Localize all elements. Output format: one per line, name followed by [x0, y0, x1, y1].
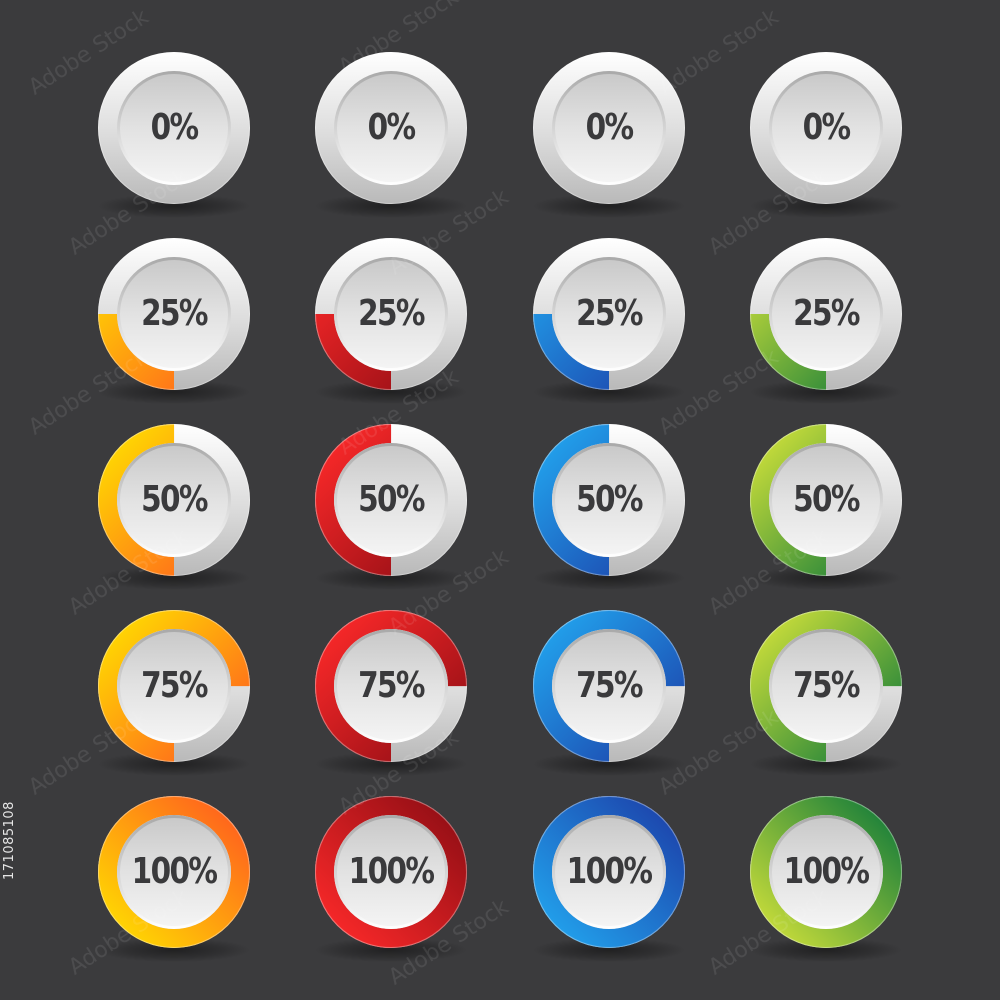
- progress-ring-red-0pct: [315, 52, 467, 204]
- button-face: [120, 818, 228, 926]
- progress-ring-orange-25pct: [98, 238, 250, 390]
- button-face: [337, 74, 445, 182]
- progress-ring-orange-0pct: [98, 52, 250, 204]
- progress-ring-green-0pct: [750, 52, 902, 204]
- percentage-label: 50%: [576, 479, 643, 520]
- progress-ring-orange-50pct: [98, 424, 250, 576]
- progress-arc: [98, 424, 250, 576]
- ring-edge: [315, 238, 467, 390]
- progress-ring-blue-100pct: [533, 796, 685, 948]
- percentage-label: 50%: [141, 479, 208, 520]
- ring-edge: [98, 424, 250, 576]
- progress-ring-blue-50pct: [533, 424, 685, 576]
- progress-ring-red-100pct: [315, 796, 467, 948]
- progress-ring-green-75pct: [750, 610, 902, 762]
- progress-ring-green-25pct: [750, 238, 902, 390]
- progress-arc: [750, 610, 902, 762]
- ring-edge: [750, 424, 902, 576]
- ring-edge: [533, 610, 685, 762]
- progress-ring-green-100pct: [750, 796, 902, 948]
- progress-arc: [750, 238, 902, 390]
- progress-arc: [533, 238, 685, 390]
- percentage-label: 100%: [348, 851, 435, 892]
- progress-arc: [315, 796, 467, 948]
- button-face: [555, 632, 663, 740]
- button-face: [555, 74, 663, 182]
- button-face: [337, 446, 445, 554]
- progress-arc: [533, 424, 685, 576]
- stock-id-text: 171085108: [2, 801, 17, 880]
- ring-edge: [533, 52, 685, 204]
- ring-edge: [315, 52, 467, 204]
- percentage-label: 25%: [358, 293, 425, 334]
- percentage-label: 25%: [141, 293, 208, 334]
- percentage-label: 75%: [141, 665, 208, 706]
- progress-ring-red-25pct: [315, 238, 467, 390]
- percentage-label: 75%: [576, 665, 643, 706]
- percentage-label: 0%: [802, 107, 851, 148]
- progress-ring-red-75pct: [315, 610, 467, 762]
- percentage-label: 0%: [585, 107, 634, 148]
- percentage-label: 75%: [793, 665, 860, 706]
- progress-arc: [315, 610, 467, 762]
- ring-edge: [533, 424, 685, 576]
- progress-arc: [750, 796, 902, 948]
- ring-edge: [533, 238, 685, 390]
- percentage-label: 25%: [793, 293, 860, 334]
- button-face: [555, 818, 663, 926]
- ring-edge: [533, 796, 685, 948]
- ring-edge: [315, 610, 467, 762]
- button-face: [555, 446, 663, 554]
- ring-edge: [315, 796, 467, 948]
- progress-arc: [533, 796, 685, 948]
- progress-arc: [533, 610, 685, 762]
- progress-ring-orange-100pct: [98, 796, 250, 948]
- ring-edge: [750, 796, 902, 948]
- button-face: [772, 446, 880, 554]
- progress-ring-green-50pct: [750, 424, 902, 576]
- progress-ring-red-50pct: [315, 424, 467, 576]
- progress-arc: [315, 424, 467, 576]
- progress-arc: [750, 424, 902, 576]
- progress-ring-orange-75pct: [98, 610, 250, 762]
- percentage-label: 100%: [131, 851, 218, 892]
- percentage-label: 25%: [576, 293, 643, 334]
- percentage-label: 100%: [566, 851, 653, 892]
- button-face: [772, 632, 880, 740]
- button-face: [772, 260, 880, 368]
- ring-edge: [98, 610, 250, 762]
- ring-edge: [98, 796, 250, 948]
- progress-arc: [98, 796, 250, 948]
- progress-arc: [98, 238, 250, 390]
- button-face: [772, 818, 880, 926]
- button-face: [120, 74, 228, 182]
- button-face: [337, 260, 445, 368]
- progress-arc: [315, 238, 467, 390]
- ring-edge: [98, 238, 250, 390]
- button-face: [337, 818, 445, 926]
- progress-ring-blue-75pct: [533, 610, 685, 762]
- percentage-label: 100%: [783, 851, 870, 892]
- percentage-label: 0%: [150, 107, 199, 148]
- ring-edge: [750, 610, 902, 762]
- progress-ring-blue-0pct: [533, 52, 685, 204]
- percentage-label: 50%: [358, 479, 425, 520]
- progress-arc: [98, 610, 250, 762]
- button-face: [120, 446, 228, 554]
- button-face: [120, 632, 228, 740]
- button-face: [555, 260, 663, 368]
- percentage-label: 0%: [367, 107, 416, 148]
- button-face: [120, 260, 228, 368]
- progress-ring-blue-25pct: [533, 238, 685, 390]
- ring-edge: [315, 424, 467, 576]
- ring-edge: [98, 52, 250, 204]
- percentage-label: 50%: [793, 479, 860, 520]
- percentage-label: 75%: [358, 665, 425, 706]
- button-face: [772, 74, 880, 182]
- button-face: [337, 632, 445, 740]
- ring-edge: [750, 238, 902, 390]
- ring-edge: [750, 52, 902, 204]
